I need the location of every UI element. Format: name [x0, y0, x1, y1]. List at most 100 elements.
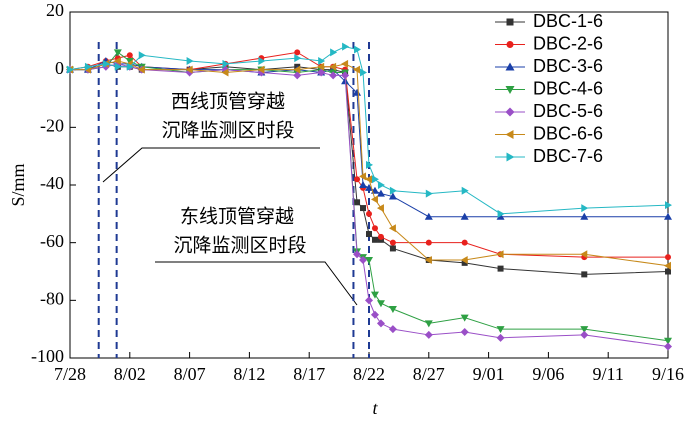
- x-tick-label: 9/01: [473, 364, 505, 384]
- data-point: [341, 59, 349, 68]
- data-point: [371, 225, 378, 232]
- legend-marker: [505, 86, 515, 94]
- data-point: [370, 195, 378, 204]
- data-point: [359, 255, 368, 264]
- data-point: [370, 310, 379, 319]
- data-point: [665, 201, 672, 210]
- data-point: [185, 65, 193, 74]
- data-point: [370, 291, 379, 299]
- data-point: [580, 212, 589, 220]
- data-point: [424, 255, 432, 264]
- data-point: [425, 239, 432, 246]
- data-point: [424, 212, 433, 220]
- data-point: [497, 265, 504, 272]
- data-point: [365, 175, 372, 184]
- data-point: [664, 342, 672, 351]
- data-point: [365, 296, 373, 305]
- data-point: [371, 236, 378, 243]
- data-point: [377, 233, 384, 240]
- data-point: [365, 256, 373, 264]
- data-point: [359, 181, 368, 188]
- data-point: [354, 176, 361, 183]
- legend-label: DBC-7-6: [533, 146, 603, 166]
- data-point: [665, 254, 671, 261]
- x-axis-label: t: [372, 398, 378, 418]
- data-point: [377, 181, 385, 189]
- data-point: [114, 62, 122, 71]
- annotation: 东线顶管穿越: [180, 206, 294, 228]
- legend-marker: [506, 18, 514, 26]
- data-point: [318, 57, 326, 66]
- data-point: [664, 212, 672, 220]
- data-point: [330, 48, 338, 57]
- data-point: [496, 212, 505, 220]
- legend-label: DBC-2-6: [533, 33, 603, 53]
- data-point: [137, 65, 145, 74]
- data-point: [258, 57, 266, 66]
- data-point: [581, 204, 589, 213]
- data-point: [460, 212, 469, 220]
- data-point: [360, 205, 367, 212]
- y-tick-label: -40: [40, 173, 64, 193]
- annotation: 西线顶管穿越: [171, 91, 285, 113]
- data-point: [126, 52, 133, 59]
- data-point: [353, 250, 362, 259]
- legend-label: DBC-3-6: [533, 56, 603, 76]
- data-point: [580, 330, 589, 339]
- data-point: [317, 68, 326, 77]
- y-tick-label: -80: [40, 288, 64, 308]
- legend-marker: [505, 107, 515, 117]
- data-point: [580, 250, 588, 259]
- data-point: [389, 186, 397, 195]
- y-tick-label: -60: [40, 231, 64, 251]
- data-point: [376, 300, 385, 308]
- data-point: [388, 192, 397, 200]
- data-point: [366, 210, 372, 217]
- data-point: [664, 261, 671, 270]
- data-point: [496, 326, 505, 334]
- leader-line: [155, 261, 358, 306]
- x-tick-label: 8/02: [114, 364, 146, 384]
- data-point: [366, 160, 373, 169]
- data-point: [294, 49, 301, 56]
- data-point: [359, 172, 367, 181]
- data-point: [580, 326, 589, 334]
- data-point: [342, 42, 350, 51]
- legend-label: DBC-6-6: [533, 123, 603, 143]
- data-point: [317, 62, 325, 71]
- data-point: [425, 189, 433, 198]
- data-point: [388, 325, 397, 334]
- x-tick-label: 8/27: [413, 364, 445, 384]
- data-point: [186, 57, 194, 66]
- legend-marker: [505, 130, 514, 139]
- annotation: 沉降监测区时段: [161, 120, 294, 142]
- data-point: [113, 57, 121, 66]
- data-point: [581, 271, 588, 278]
- legend-marker: [506, 41, 514, 48]
- data-point: [496, 250, 504, 259]
- data-point: [354, 45, 362, 54]
- y-tick-label: 0: [55, 58, 64, 78]
- x-tick-label: 8/17: [293, 364, 325, 384]
- data-point: [496, 333, 505, 342]
- data-point: [84, 62, 92, 71]
- x-tick-label: 9/11: [593, 364, 624, 384]
- data-point: [365, 183, 373, 191]
- data-point: [460, 314, 469, 322]
- data-point: [461, 239, 468, 246]
- data-point: [67, 65, 74, 74]
- data-point: [294, 54, 302, 63]
- data-point: [389, 239, 396, 246]
- data-point: [389, 245, 396, 252]
- x-tick-label: 7/28: [54, 364, 86, 384]
- legend-marker: [506, 152, 515, 162]
- x-tick-label: 9/06: [532, 364, 564, 384]
- legend-label: DBC-4-6: [533, 78, 603, 98]
- data-point: [376, 319, 385, 328]
- data-point: [341, 71, 350, 80]
- data-point: [371, 175, 379, 184]
- y-tick-label: 20: [46, 0, 64, 20]
- x-tick-label: 8/22: [353, 364, 385, 384]
- data-point: [360, 68, 368, 77]
